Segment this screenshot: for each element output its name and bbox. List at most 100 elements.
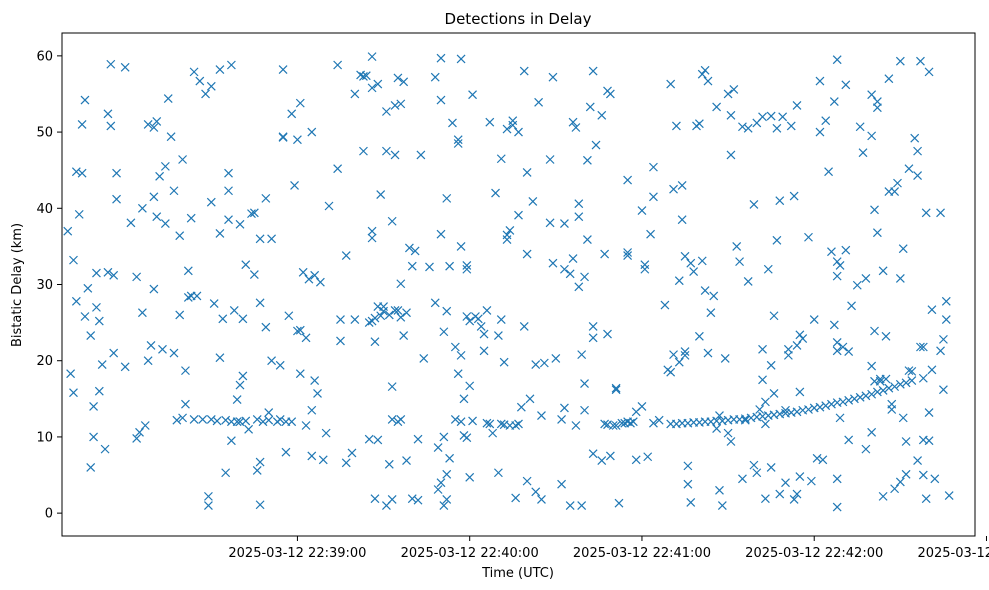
data-point [71, 167, 81, 177]
data-point-stroke [442, 469, 452, 479]
data-point-stroke [918, 373, 928, 383]
data-point-stroke [890, 382, 900, 392]
data-point [861, 391, 871, 401]
data-point-stroke [895, 379, 905, 389]
data-point-stroke [132, 272, 142, 282]
data-point-stroke [571, 421, 581, 430]
data-point-stroke [402, 308, 411, 318]
data-point-stroke [786, 121, 796, 131]
data-point-stroke [921, 494, 931, 504]
x-axis: 2025-03-12 22:39:00 2025-03-12 22:40:00 20… [228, 536, 989, 561]
data-point-stroke [686, 498, 696, 507]
data-point-stroke [735, 257, 744, 267]
data-point-stroke [904, 366, 914, 376]
data-point [560, 219, 569, 228]
data-point [514, 127, 523, 137]
data-point-stroke [904, 164, 914, 174]
data-point [548, 258, 558, 268]
data-point-stroke [537, 494, 546, 504]
data-point [364, 318, 374, 328]
data-point-stroke [694, 119, 704, 129]
data-point-stroke [226, 436, 236, 446]
data-point-stroke [588, 66, 598, 76]
data-point-stroke [333, 60, 343, 70]
data-point [760, 397, 770, 407]
data-point-stroke [775, 409, 785, 419]
data-point [832, 337, 842, 347]
data-point [247, 209, 256, 219]
data-point-stroke [924, 67, 934, 77]
data-point-stroke [918, 470, 928, 480]
data-point [350, 315, 360, 324]
data-point [221, 415, 231, 425]
data-point [155, 171, 165, 181]
data-point [795, 472, 805, 481]
data-point [605, 89, 615, 99]
data-point-stroke [255, 234, 265, 244]
data-point-stroke [255, 457, 265, 467]
data-point [516, 402, 526, 412]
data-point-stroke [565, 269, 575, 279]
data-point [89, 432, 99, 442]
data-point-stroke [531, 360, 541, 369]
data-point-stroke [301, 421, 311, 430]
data-point-stroke [137, 308, 147, 318]
data-point-stroke [178, 155, 188, 164]
x-tick-label: 2025-03-12 22:40:00 [401, 546, 539, 561]
data-point-stroke [333, 164, 343, 174]
data-point [100, 444, 110, 454]
data-point-stroke [605, 451, 615, 461]
data-point-stroke [278, 65, 288, 75]
data-point [333, 164, 343, 174]
data-point-stroke [89, 402, 99, 411]
data-point [476, 321, 486, 331]
data-point-stroke [738, 122, 747, 132]
data-point [758, 344, 767, 354]
data-point [261, 193, 271, 203]
data-point [132, 272, 142, 282]
data-point-stroke [465, 316, 475, 326]
data-point-stroke [186, 213, 196, 223]
data-point-stroke [235, 219, 245, 229]
data-point [715, 485, 724, 495]
data-point [560, 403, 569, 413]
data-point [462, 312, 472, 321]
data-point [468, 90, 477, 100]
data-point-stroke [697, 69, 707, 79]
data-point-stroke [548, 258, 558, 268]
data-point-stroke [120, 62, 130, 72]
data-point-stroke [901, 437, 911, 446]
x-tick-label: 2025-03-12 22:41:00 [573, 546, 711, 561]
data-point [439, 432, 449, 442]
data-point-stroke [66, 369, 76, 379]
data-point [924, 436, 934, 446]
data-point-stroke [169, 186, 179, 196]
data-point [875, 376, 885, 386]
data-point-stroke [373, 435, 383, 445]
data-point [666, 367, 676, 377]
data-point-stroke [700, 65, 710, 75]
data-point [456, 350, 466, 360]
data-point [545, 155, 555, 164]
data-point-stroke [666, 79, 676, 89]
data-point-stroke [916, 56, 925, 66]
data-point [445, 261, 455, 271]
data-point [921, 208, 931, 218]
data-point [910, 133, 920, 143]
data-point-stroke [209, 299, 219, 308]
data-point-stroke [697, 256, 707, 266]
data-point-stroke [568, 254, 578, 264]
data-point [367, 52, 377, 62]
data-point [861, 273, 871, 283]
data-point [832, 502, 842, 512]
data-point [152, 116, 162, 126]
data-point [677, 180, 687, 190]
data-point-stroke [436, 478, 446, 488]
data-point [867, 389, 877, 399]
data-point [264, 415, 274, 425]
data-point-stroke [743, 123, 753, 133]
data-point-stroke [683, 479, 693, 489]
data-point [827, 247, 836, 257]
data-point [384, 310, 394, 320]
data-point [169, 186, 179, 196]
